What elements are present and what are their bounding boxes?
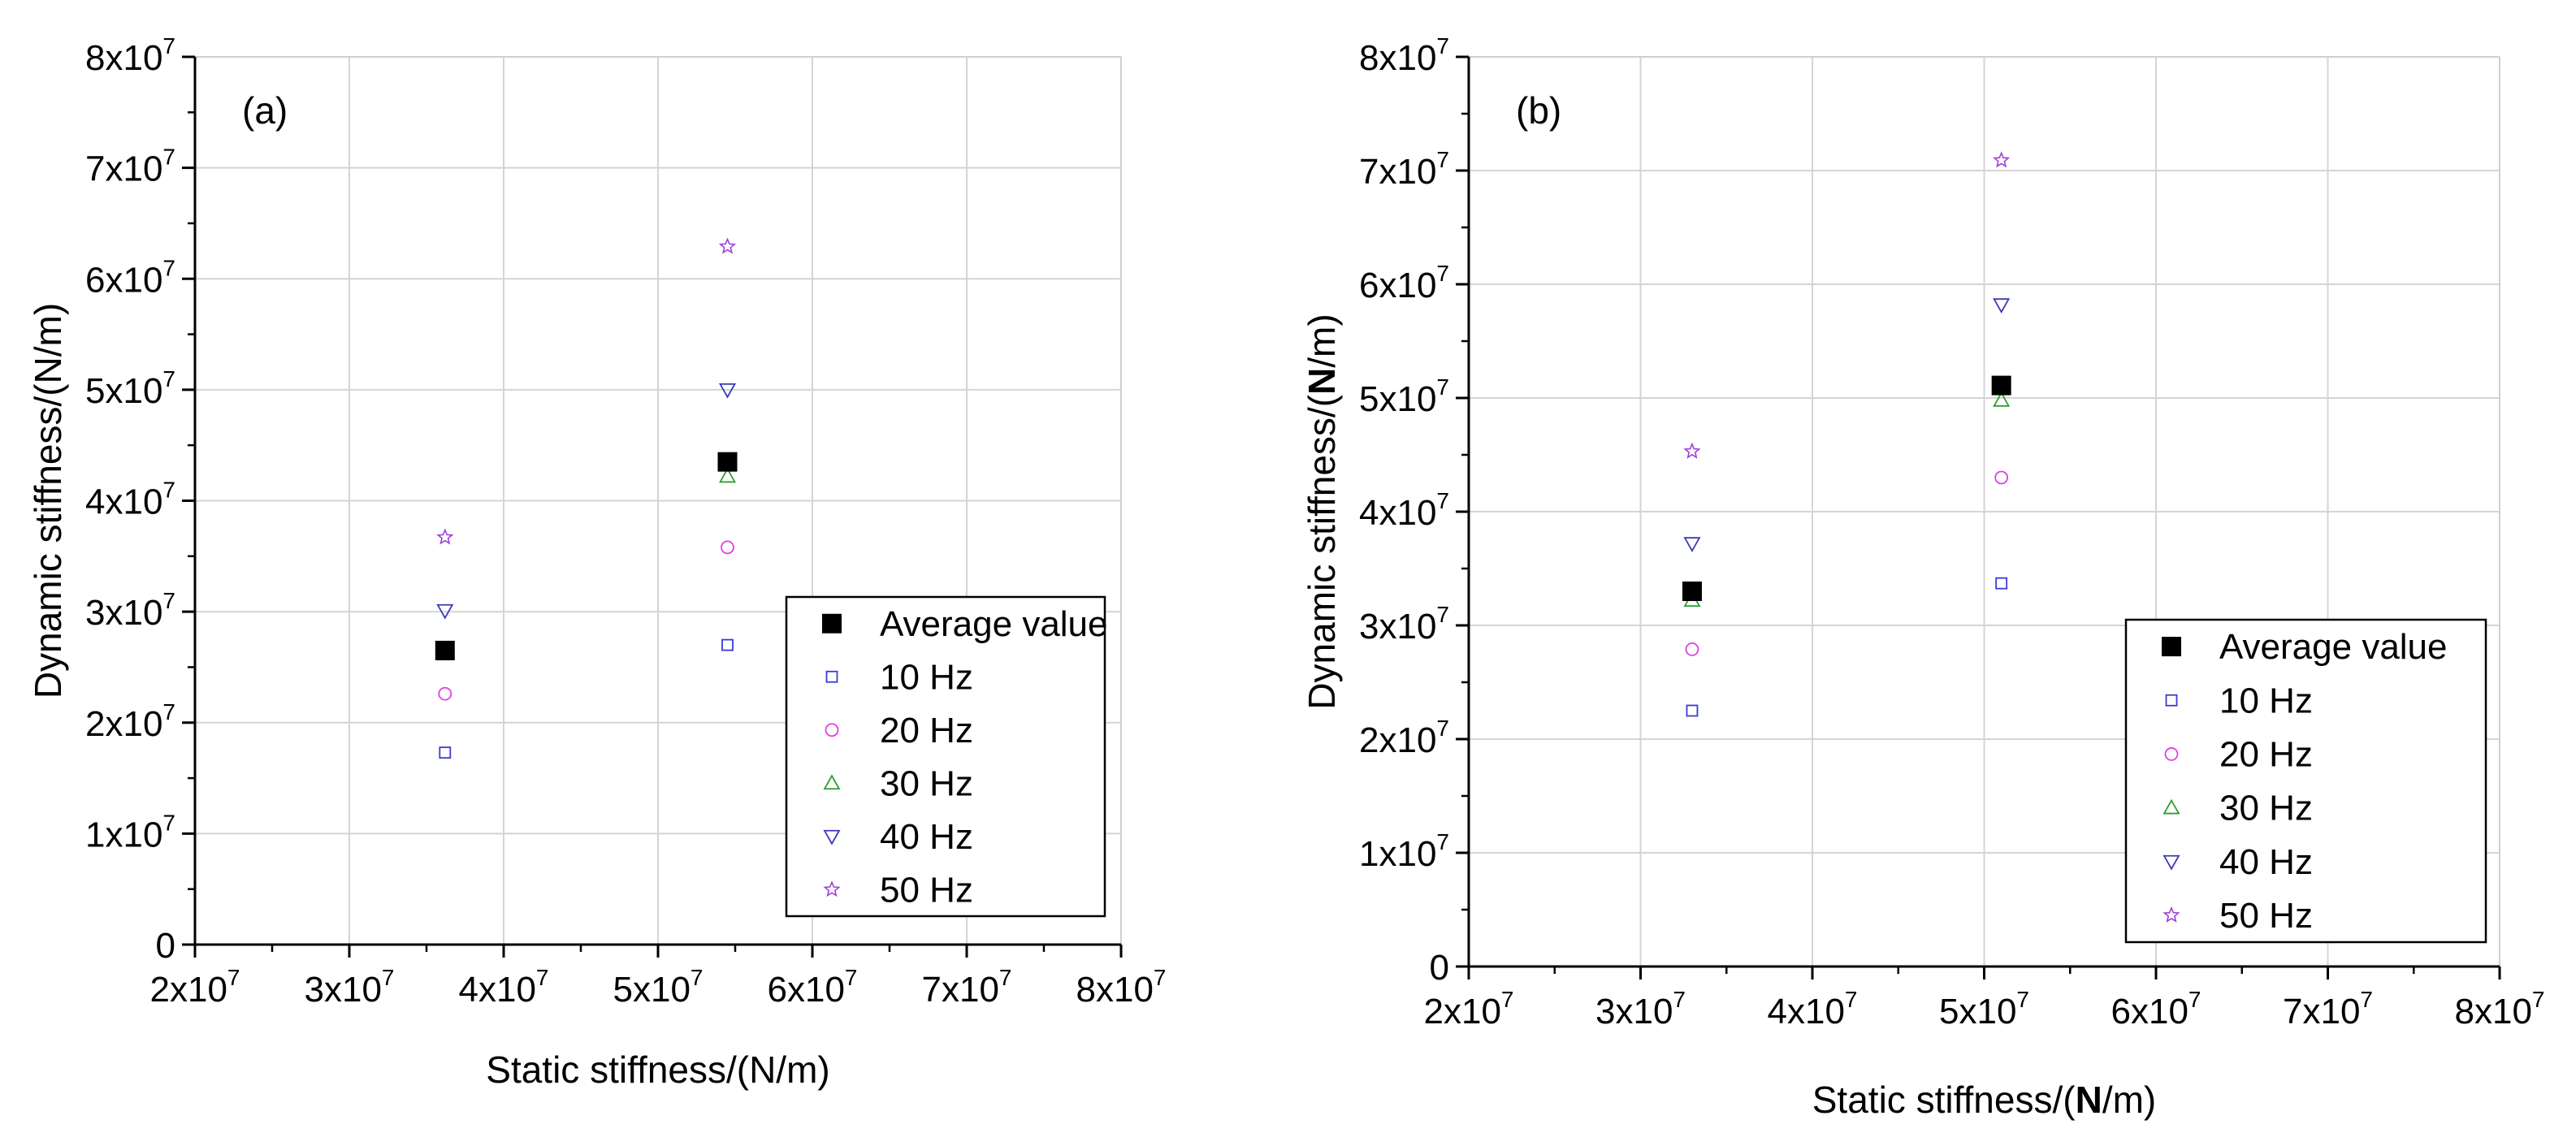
legend-marker (2162, 637, 2181, 657)
legend-box (785, 595, 1106, 918)
y-tick-label: 6x107 (85, 255, 175, 300)
data-point (1683, 442, 1701, 459)
x-tick-label: 8x107 (2455, 987, 2545, 1031)
data-point (718, 237, 737, 254)
y-axis-label: Dynamic stiffness/(N/m) (1301, 314, 1343, 709)
x-tick-label: 5x107 (1939, 987, 2029, 1031)
legend-label: 30 Hz (2219, 789, 2313, 828)
y-tick-label: 1x107 (1359, 829, 1449, 874)
legend: Average value 10 Hz 20 Hz 30 Hz 40 Hz 50 Hz (2124, 618, 2487, 944)
data-point (1991, 375, 2011, 396)
data-point (1994, 470, 2009, 485)
x-tick-label: 3x107 (1595, 987, 1686, 1031)
data-point (1993, 298, 2011, 314)
legend-label: Average value (880, 604, 1108, 644)
legend-marker (822, 613, 842, 634)
y-tick-label: 1x107 (85, 810, 175, 854)
y-tick-label: 4x107 (85, 478, 175, 522)
x-tick-label: 6x107 (2111, 987, 2202, 1031)
data-point (718, 467, 737, 483)
x-tick-label: 2x107 (1424, 987, 1514, 1031)
panel-label: (b) (1516, 89, 1561, 132)
y-tick-label: 5x107 (1359, 374, 1449, 419)
y-axis-label: Dynamic stiffness/(N/m) (27, 303, 69, 698)
y-tick-label: 7x107 (1359, 147, 1449, 192)
legend-label: 40 Hz (2219, 842, 2313, 882)
panel-label: (a) (242, 89, 288, 132)
x-tick-label: 2x107 (150, 965, 240, 1010)
legend-marker (2163, 906, 2180, 923)
y-tick-label: 0 (1430, 948, 1449, 988)
data-point (1995, 577, 2008, 590)
y-tick-label: 2x107 (1359, 716, 1449, 760)
legend-marker (2163, 854, 2180, 871)
legend: Average value 10 Hz 20 Hz 30 Hz 40 Hz 50 Hz (785, 595, 1108, 918)
legend-marker (823, 774, 841, 790)
y-tick-label: 8x107 (1359, 33, 1449, 78)
data-point (721, 540, 734, 555)
legend-marker (2163, 798, 2180, 815)
data-point (435, 640, 455, 660)
legend-label: 30 Hz (880, 763, 973, 803)
legend-box (2124, 618, 2487, 944)
legend-label: 20 Hz (880, 711, 973, 750)
y-tick-label: 8x107 (85, 33, 175, 78)
legend-label: 40 Hz (880, 817, 973, 857)
y-tick-label: 0 (156, 926, 175, 966)
data-point (439, 746, 452, 759)
data-point (1685, 642, 1699, 656)
legend-marker (2165, 694, 2178, 707)
data-point (436, 603, 454, 620)
data-point (717, 452, 738, 472)
x-tick-label: 7x107 (2283, 987, 2373, 1031)
y-tick-label: 7x107 (85, 145, 175, 189)
data-point (1993, 391, 2011, 407)
y-tick-label: 4x107 (1359, 488, 1449, 533)
legend-label: 50 Hz (2219, 896, 2313, 936)
x-tick-label: 6x107 (768, 965, 858, 1010)
legend-label: Average value (2219, 627, 2448, 667)
data-point (1993, 151, 2011, 168)
y-tick-label: 3x107 (85, 588, 175, 633)
data-point (1683, 537, 1701, 553)
y-tick-label: 3x107 (1359, 602, 1449, 647)
x-tick-label: 5x107 (613, 965, 704, 1010)
x-tick-label: 8x107 (1076, 965, 1167, 1010)
x-tick-label: 7x107 (922, 965, 1012, 1010)
x-axis-label: Static stiffness/(N/m) (1812, 1079, 2156, 1121)
chart-panel-a: 2x107 3x107 4x107 5x107 6x107 7x107 8x107 0 1x10… (27, 33, 1167, 1091)
legend-marker (825, 723, 839, 737)
legend-label: 20 Hz (2219, 734, 2313, 774)
x-axis-label: Static stiffness/(N/m) (486, 1049, 829, 1091)
x-tick-label: 3x107 (305, 965, 395, 1010)
data-point (1686, 704, 1699, 717)
legend-marker (823, 880, 841, 897)
data-point (1682, 582, 1702, 601)
data-point (438, 686, 452, 701)
legend-marker (823, 829, 841, 845)
data-point (718, 383, 737, 399)
legend-label: 50 Hz (880, 870, 973, 910)
legend-marker (2164, 747, 2179, 761)
chart-panel-b: 2x107 3x107 4x107 5x107 6x107 7x107 8x107 0 1x10… (1301, 33, 2545, 1121)
legend-label: 10 Hz (2219, 681, 2313, 720)
data-point (721, 638, 734, 651)
y-tick-label: 6x107 (1359, 261, 1449, 305)
legend-label: 10 Hz (880, 657, 973, 697)
y-tick-label: 2x107 (85, 699, 175, 744)
legend-marker (825, 670, 838, 683)
y-tick-label: 5x107 (85, 366, 175, 411)
x-tick-label: 4x107 (459, 965, 549, 1010)
data-point (436, 528, 454, 545)
x-tick-label: 4x107 (1768, 987, 1858, 1031)
